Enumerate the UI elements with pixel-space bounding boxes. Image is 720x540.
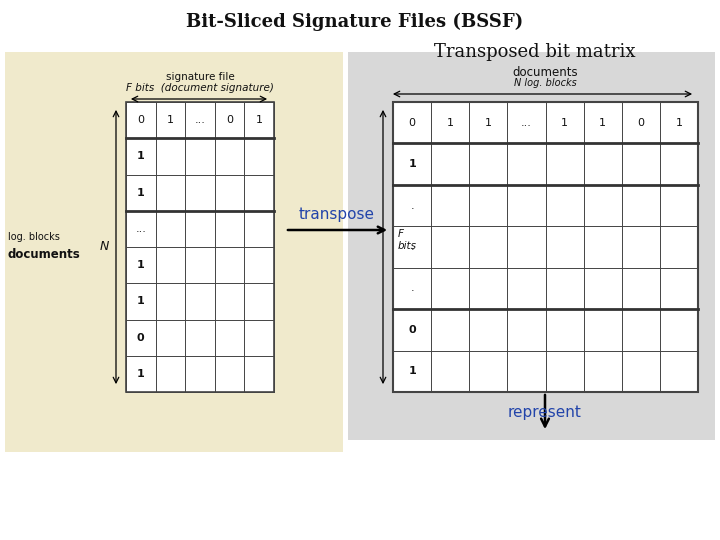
Text: 1: 1 <box>446 118 454 128</box>
Text: F
bits: F bits <box>398 229 417 251</box>
Text: 1: 1 <box>485 118 492 128</box>
Bar <box>5 52 343 452</box>
Text: 1: 1 <box>675 118 683 128</box>
Bar <box>348 52 715 440</box>
Text: 0: 0 <box>408 118 415 128</box>
Text: .: . <box>410 284 414 293</box>
Text: 0: 0 <box>137 333 145 342</box>
Text: represent: represent <box>508 404 582 420</box>
Text: 1: 1 <box>137 151 145 161</box>
Text: 1: 1 <box>137 369 145 379</box>
Text: Transposed bit matrix: Transposed bit matrix <box>434 43 636 61</box>
Text: 1: 1 <box>599 118 606 128</box>
Text: 0: 0 <box>226 115 233 125</box>
Text: documents: documents <box>8 248 81 261</box>
Text: 1: 1 <box>408 366 416 376</box>
Bar <box>393 102 698 392</box>
Text: ...: ... <box>521 118 532 128</box>
Bar <box>126 102 274 392</box>
Text: F bits  (document signature): F bits (document signature) <box>126 83 274 93</box>
Text: signature file: signature file <box>166 72 235 82</box>
Text: transpose: transpose <box>299 207 375 222</box>
Text: documents: documents <box>512 65 578 78</box>
Text: 0: 0 <box>637 118 644 128</box>
Text: 0: 0 <box>408 325 416 335</box>
Text: 1: 1 <box>137 187 145 198</box>
Text: 1: 1 <box>167 115 174 125</box>
Text: Bit-Sliced Signature Files (BSSF): Bit-Sliced Signature Files (BSSF) <box>186 13 523 31</box>
Text: 0: 0 <box>138 115 144 125</box>
Text: ...: ... <box>135 224 146 234</box>
Text: 1: 1 <box>561 118 568 128</box>
Text: .: . <box>410 200 414 211</box>
Text: 1: 1 <box>137 260 145 270</box>
Text: log. blocks: log. blocks <box>8 232 60 242</box>
Text: ...: ... <box>194 115 205 125</box>
Text: 1: 1 <box>256 115 263 125</box>
Text: 1: 1 <box>137 296 145 306</box>
Text: N: N <box>99 240 109 253</box>
Text: 1: 1 <box>408 159 416 169</box>
Text: .: . <box>410 242 414 252</box>
Text: N log. blocks: N log. blocks <box>513 78 577 88</box>
